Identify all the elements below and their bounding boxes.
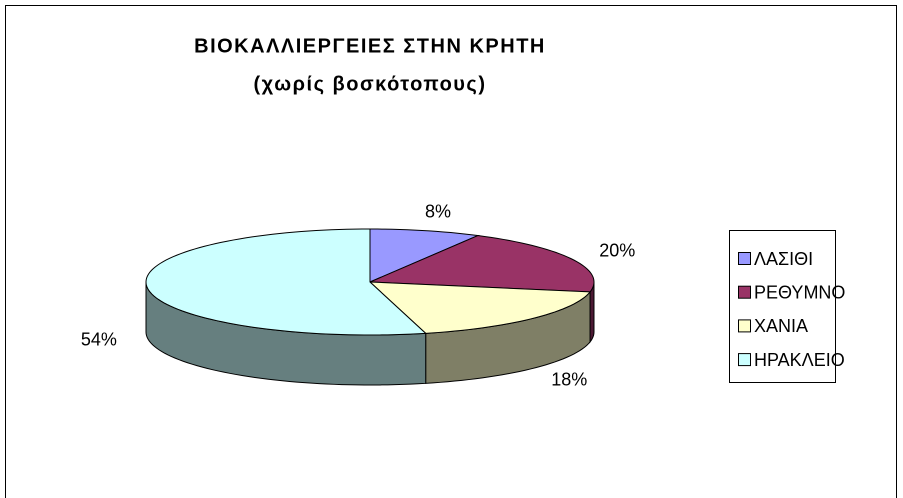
slice <box>145 228 427 336</box>
legend-label: ΗΡΑΚΛΕΙΟ <box>754 350 845 370</box>
chart-title: ΒΙΟΚΑΛΛΙΕΡΓΕΙΕΣ ΣΤΗΝ ΚΡΗΤΗ <box>194 35 546 57</box>
legend-label: ΡΕΘΥΜΝΟ <box>754 282 845 302</box>
legend-swatch <box>738 252 751 265</box>
data-label: 18% <box>551 370 587 390</box>
legend-label: ΛΑΣΙΘΙ <box>754 249 813 269</box>
legend-label: ΧΑΝΙΑ <box>754 316 808 336</box>
data-label: 54% <box>81 330 117 350</box>
legend-swatch <box>738 285 751 299</box>
legend-swatch <box>738 353 751 367</box>
data-label: 20% <box>599 240 635 260</box>
data-label: 8% <box>425 201 451 221</box>
slice <box>368 281 592 334</box>
slice <box>369 235 595 293</box>
chart-subtitle: (χωρίς βοσκότοπους) <box>254 73 487 95</box>
legend-swatch <box>738 319 751 333</box>
slice <box>369 228 480 283</box>
